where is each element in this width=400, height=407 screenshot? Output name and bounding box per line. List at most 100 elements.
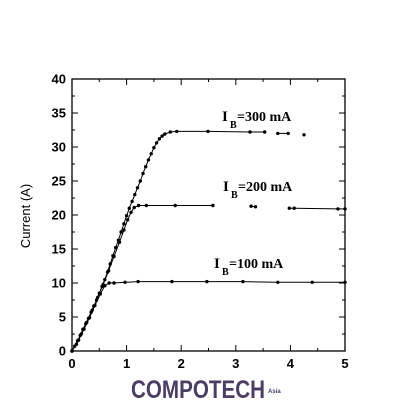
data-point — [336, 207, 340, 211]
data-point — [70, 349, 74, 353]
data-point — [248, 130, 252, 134]
watermark-text: COMPOTECH — [131, 376, 265, 404]
y-tick-label: 30 — [52, 140, 66, 155]
data-point — [144, 203, 148, 208]
data-point — [175, 129, 179, 134]
data-point — [141, 171, 145, 176]
data-point — [129, 210, 133, 214]
data-point — [206, 129, 210, 134]
data-point — [114, 245, 118, 250]
data-point — [343, 207, 347, 211]
series-line — [289, 207, 345, 210]
plot-frame — [71, 78, 346, 352]
series-label-subscript: B — [231, 190, 238, 201]
series-0 — [70, 129, 306, 353]
data-point — [163, 132, 167, 136]
y-tick-label: 5 — [59, 310, 66, 325]
data-point — [276, 131, 280, 136]
series-label-subscript: B — [230, 120, 237, 131]
data-point — [144, 165, 148, 169]
watermark-logo: COMPOTECH Asia — [131, 376, 281, 404]
series-label-value: =200 mA — [238, 180, 293, 195]
data-point — [286, 131, 290, 136]
series-label: IB=200 mA — [223, 179, 293, 201]
data-point — [117, 240, 122, 244]
axis-ticks — [71, 78, 346, 352]
data-series — [70, 129, 347, 353]
x-tick-label: 3 — [232, 356, 239, 371]
series-label-symbol: I — [223, 179, 229, 195]
series-1 — [70, 203, 347, 353]
data-point — [106, 269, 111, 273]
data-point — [123, 280, 127, 284]
data-point — [302, 133, 306, 137]
data-point — [122, 228, 126, 232]
y-tick-label: 10 — [52, 276, 66, 291]
x-tick-label: 5 — [341, 356, 348, 371]
data-point — [263, 130, 267, 134]
data-point — [173, 203, 177, 208]
series-line — [71, 130, 265, 352]
x-tick-label: 0 — [68, 356, 75, 371]
data-point — [205, 279, 209, 284]
y-tick-label: 20 — [52, 208, 66, 223]
data-point — [107, 281, 111, 285]
series-label: IB=300 mA — [222, 109, 292, 131]
data-point — [157, 137, 162, 141]
data-point — [119, 230, 123, 234]
data-point — [122, 222, 126, 226]
series-label-subscript: B — [222, 267, 229, 278]
y-tick-label: 25 — [52, 174, 66, 189]
data-point — [146, 158, 151, 162]
data-point — [98, 292, 103, 296]
y-tick-label: 40 — [52, 72, 66, 87]
series-label-value: =300 mA — [237, 110, 292, 125]
series-line — [71, 205, 213, 352]
series-label-symbol: I — [214, 256, 220, 272]
data-point — [138, 179, 142, 183]
data-point — [253, 205, 258, 209]
data-point — [112, 281, 116, 285]
data-point — [160, 134, 164, 138]
series-label-symbol: I — [222, 109, 228, 125]
data-point — [127, 206, 131, 210]
data-point — [168, 130, 172, 134]
data-point — [103, 284, 107, 288]
data-point — [130, 199, 134, 204]
data-point — [124, 214, 129, 218]
series-label: IB=100 mA — [214, 256, 284, 278]
data-point — [133, 192, 137, 197]
data-point — [249, 204, 253, 208]
data-point — [82, 327, 86, 331]
y-tick-label: 15 — [52, 242, 66, 257]
data-point — [276, 280, 280, 284]
x-tick-label: 2 — [178, 356, 185, 371]
watermark-suffix: Asia — [268, 389, 281, 395]
data-point — [170, 279, 174, 284]
data-point — [241, 279, 245, 284]
data-point — [343, 280, 347, 284]
x-tick-label: 4 — [287, 356, 295, 371]
data-point — [152, 146, 156, 150]
data-point — [136, 203, 141, 208]
x-tick-label: 1 — [123, 356, 130, 371]
series-2 — [70, 279, 347, 353]
data-point — [93, 303, 97, 308]
data-point — [310, 280, 314, 284]
data-point — [132, 205, 136, 210]
data-point — [126, 218, 130, 222]
data-point — [135, 186, 140, 190]
data-point — [211, 203, 215, 208]
y-tick-label: 35 — [52, 106, 66, 121]
data-point — [76, 338, 81, 342]
data-point — [136, 279, 140, 284]
data-point — [87, 316, 92, 320]
data-point — [292, 206, 296, 210]
series-line — [71, 281, 345, 352]
series-label-value: =100 mA — [229, 257, 284, 272]
data-point — [287, 206, 291, 210]
data-point — [149, 152, 153, 156]
data-point — [154, 141, 159, 145]
